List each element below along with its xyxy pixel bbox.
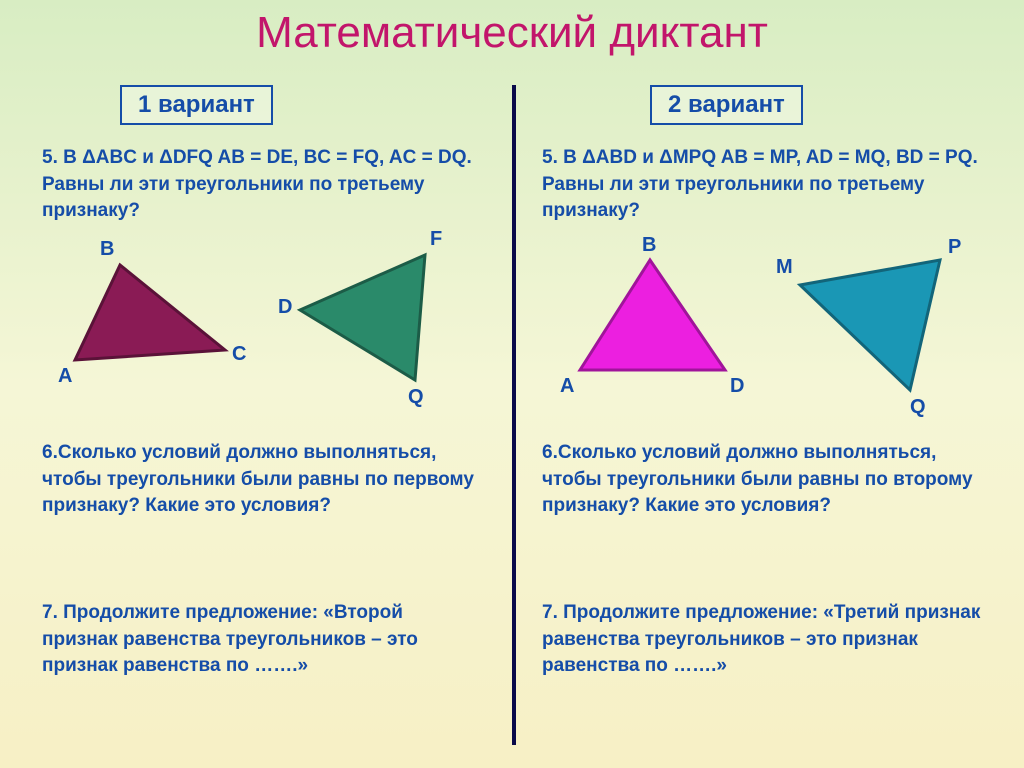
label-D-right: D: [730, 375, 744, 398]
triangle-abd-svg: [570, 255, 750, 395]
right-q7: 7. Продолжите предложение: «Третий призн…: [542, 600, 982, 680]
right-q5: 5. В ΔABD и ΔMPQ AB = MP, AD = MQ, BD = …: [542, 145, 997, 225]
left-q6: 6.Сколько условий должно выполняться, чт…: [42, 440, 482, 520]
label-D-left: D: [278, 296, 292, 319]
label-Q-left: Q: [408, 386, 424, 409]
right-q6: 6.Сколько условий должно выполняться, чт…: [542, 440, 982, 520]
triangle-abd: [580, 260, 725, 370]
label-P-right: P: [948, 236, 961, 259]
slide-title: Математический диктант: [0, 0, 1024, 58]
left-q5: 5. В ΔABC и ΔDFQ AB = DE, BC = FQ, AC = …: [42, 145, 482, 225]
variant-1-box: 1 вариант: [120, 85, 273, 125]
triangle-abc: [75, 265, 225, 360]
label-F-left: F: [430, 228, 442, 251]
label-Q-right: Q: [910, 396, 926, 419]
left-q7: 7. Продолжите предложение: «Второй призн…: [42, 600, 462, 680]
label-A-left: A: [58, 365, 72, 388]
triangle-mpq: [800, 260, 940, 390]
triangle-dfq: [300, 255, 425, 380]
variant-2-box: 2 вариант: [650, 85, 803, 125]
triangle-dfq-svg: [290, 255, 460, 405]
label-M-right: M: [776, 256, 793, 279]
label-B-right: B: [642, 234, 656, 257]
label-C-left: C: [232, 343, 246, 366]
label-B-left: B: [100, 238, 114, 261]
center-divider: [512, 85, 516, 745]
slide: Математический диктант 1 вариант 2 вариа…: [0, 0, 1024, 768]
triangle-mpq-svg: [790, 260, 970, 410]
label-A-right: A: [560, 375, 574, 398]
triangle-abc-svg: [50, 255, 250, 385]
